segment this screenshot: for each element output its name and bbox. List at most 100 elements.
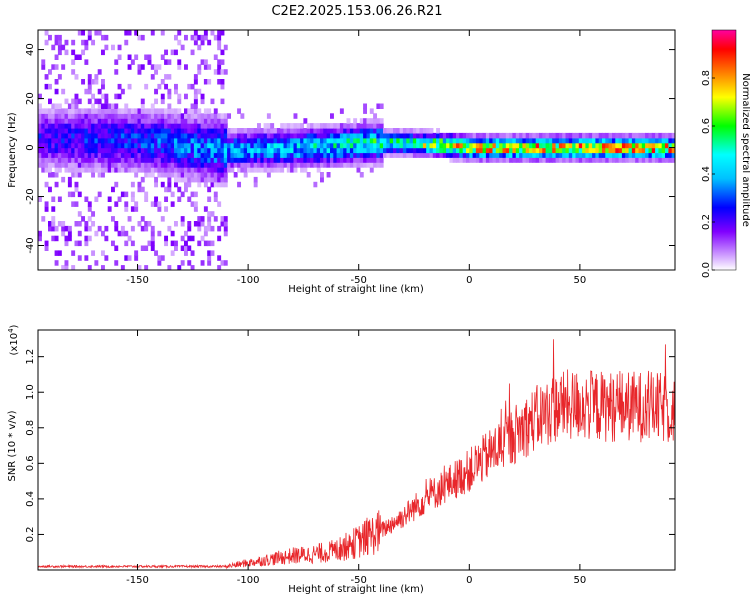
- spectrogram-cell: [200, 216, 205, 222]
- spectrogram-cell: [625, 132, 630, 139]
- spectrogram-cell: [124, 167, 129, 173]
- spectrogram-cell: [157, 123, 162, 129]
- spectrogram-cell: [71, 49, 76, 56]
- spectrogram-cell: [283, 147, 288, 154]
- spectrogram-cell: [296, 162, 301, 168]
- spectrogram-cell: [184, 64, 188, 70]
- spectrogram-cell: [220, 260, 225, 266]
- spectrogram-cell: [393, 137, 397, 144]
- spectrogram-cell: [187, 113, 192, 119]
- spectrogram-cell: [137, 142, 142, 149]
- spectrogram-cell: [104, 147, 109, 154]
- spectrogram-cell: [257, 123, 261, 129]
- spectrogram-cell: [276, 132, 281, 139]
- spectrogram-cell: [658, 147, 663, 154]
- spectrogram-cell: [38, 108, 42, 114]
- spectrogram-cell: [366, 132, 371, 139]
- spectrogram-cell: [57, 44, 62, 51]
- spectrogram-cell: [356, 132, 361, 139]
- spectrogram-cell: [432, 147, 437, 154]
- spectrogram-cell: [187, 132, 192, 139]
- spectrogram-cell: [157, 83, 162, 90]
- spectrogram-cell: [57, 157, 62, 163]
- spectrogram-cell: [167, 181, 172, 188]
- spectrogram-cell: [147, 54, 152, 60]
- spectrogram-cell: [84, 44, 89, 51]
- spectrogram-cell: [91, 132, 96, 139]
- spectrogram-cell: [456, 157, 460, 163]
- spectrogram-cell: [422, 128, 427, 134]
- spectrogram-cell: [190, 176, 195, 183]
- spectrogram-cell: [87, 123, 92, 129]
- spectrogram-cell: [369, 132, 374, 139]
- spectrogram-cell: [472, 132, 477, 139]
- spectrogram-cell: [187, 83, 192, 90]
- spectrogram-cell: [532, 142, 537, 149]
- spectrogram-cell: [180, 176, 185, 183]
- spectrogram-cell: [293, 162, 298, 168]
- spectrogram-cell: [217, 265, 222, 270]
- spectrogram-cell: [283, 142, 288, 149]
- spectrogram-cell: [91, 172, 96, 178]
- spectrogram-cell: [207, 113, 212, 119]
- spectrogram-cell: [124, 30, 129, 36]
- spectrogram-cell: [336, 152, 341, 158]
- spectrogram-cell: [230, 137, 235, 144]
- spectrogram-cell: [475, 137, 480, 144]
- spectrogram-cell: [519, 147, 524, 154]
- spectrogram-cell: [449, 132, 454, 139]
- spectrogram-cell: [167, 225, 172, 232]
- spectrogram-cell: [177, 113, 182, 119]
- spectrogram-cell: [270, 152, 275, 158]
- spectrogram-cell: [223, 152, 228, 158]
- spectrogram-cell: [247, 152, 251, 158]
- spectrogram-cell: [134, 172, 139, 178]
- spectrogram-cell: [77, 157, 82, 163]
- spectrogram-cell: [618, 142, 623, 149]
- spectrogram-cell: [54, 181, 59, 188]
- spectrogram-cell: [111, 108, 115, 114]
- spectrogram-cell: [130, 123, 135, 129]
- spectrogram-cell: [250, 142, 255, 149]
- spectrogram-cell: [91, 250, 96, 256]
- spectrogram-cell: [266, 157, 271, 163]
- spectrogram-cell: [469, 132, 474, 139]
- spectrogram-cell: [628, 147, 633, 154]
- spectrogram-cell: [293, 132, 298, 139]
- spectrogram-cell: [326, 132, 331, 139]
- spectrogram-cell: [74, 118, 79, 124]
- spectrogram-cell: [197, 128, 202, 134]
- spectrogram-cell: [197, 152, 202, 158]
- spectrogram-cell: [124, 152, 129, 158]
- spectrogram-cell: [515, 137, 520, 144]
- spectrogram-cell: [213, 162, 218, 168]
- spectrogram-cell: [290, 147, 295, 154]
- spectrogram-cell: [190, 167, 195, 173]
- spectrogram-cell: [223, 137, 228, 144]
- spectrogram-cell: [645, 132, 650, 139]
- spectrogram-cell: [588, 157, 593, 163]
- spectrogram-cell: [479, 147, 484, 154]
- spectrogram-cell: [631, 147, 636, 154]
- spectrogram-cell: [499, 157, 504, 163]
- spectrogram-cell: [74, 108, 79, 114]
- spectrogram-cell: [107, 132, 112, 139]
- spectrogram-cell: [572, 157, 577, 163]
- spectrogram-cell: [137, 123, 142, 129]
- spectrogram-cell: [97, 103, 102, 109]
- spectrogram-cell: [54, 79, 59, 85]
- spectrogram-cell: [84, 88, 89, 95]
- spectrogram-cell: [107, 157, 112, 163]
- spectrogram-cell: [366, 118, 371, 124]
- spectrogram-cell: [452, 132, 457, 139]
- spectrogram-cell: [253, 142, 258, 149]
- spectrogram-cell: [184, 245, 188, 251]
- spectrogram-cell: [54, 34, 59, 41]
- spectrogram-cell: [51, 196, 56, 202]
- spectrogram-cell: [177, 157, 182, 163]
- spectrogram-cell: [71, 118, 76, 124]
- spectrogram-cell: [197, 216, 202, 222]
- spectrogram-cell: [505, 142, 510, 149]
- spectrogram-cell: [61, 147, 66, 154]
- spectrogram-cell: [439, 142, 444, 149]
